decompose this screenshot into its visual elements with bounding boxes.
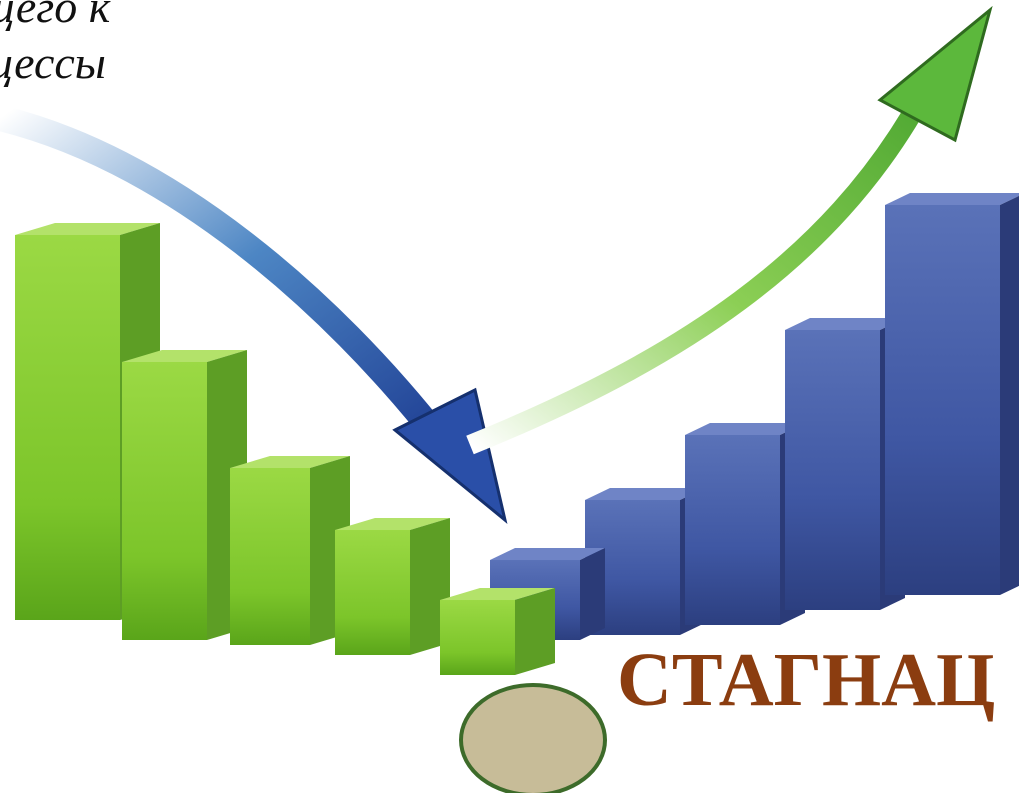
bar-face (122, 362, 207, 640)
bar-face (585, 488, 705, 500)
bar-face (580, 548, 605, 640)
stagnation-title: СТАГНАЦ (617, 638, 995, 722)
up-arrow (466, 95, 929, 455)
bar-face (885, 193, 1019, 205)
bar-face (335, 518, 450, 530)
down-arrow (0, 105, 451, 449)
bar-face (685, 435, 780, 625)
up-arrow-head (877, 5, 993, 143)
bar-face (490, 548, 605, 560)
bar-face (122, 350, 247, 362)
bar-face (515, 588, 555, 675)
bar-face (785, 330, 880, 610)
bar-face (440, 588, 555, 600)
ellipse (459, 683, 607, 793)
bar-face (15, 235, 120, 620)
bar-face (685, 423, 805, 435)
bar-face (230, 468, 310, 645)
down-arrow-head (392, 387, 508, 524)
bar-face (15, 223, 160, 235)
bar-face (1000, 195, 1019, 595)
bar-face (885, 205, 1000, 595)
text-line: цессы (0, 37, 106, 88)
bar-face (335, 530, 410, 655)
text-line: щего к (0, 0, 111, 32)
bar-face (440, 600, 515, 675)
bars (15, 193, 1019, 675)
bar-face (785, 318, 905, 330)
bar-face (585, 500, 680, 635)
